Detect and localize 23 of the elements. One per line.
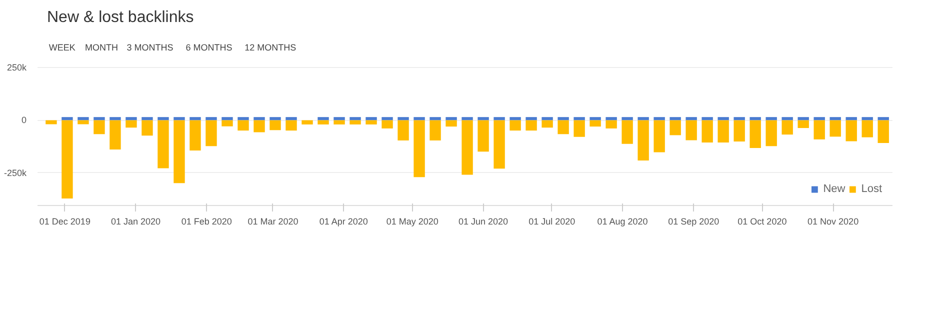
legend-label: New: [823, 183, 846, 195]
y-tick-label: -250k: [4, 168, 27, 178]
x-tick-label: 01 Nov 2020: [808, 216, 859, 226]
x-tick-label: 01 Mar 2020: [248, 216, 298, 226]
x-tick-label: 01 Aug 2020: [597, 216, 648, 226]
legend-label: Lost: [861, 183, 882, 195]
text: 6 MONTHS: [186, 42, 232, 52]
chart-title: New & lost backlinks: [47, 9, 194, 26]
text: WEEK: [48, 42, 76, 52]
text: MONTH: [85, 42, 118, 52]
x-tick-label: 01 Jun 2020: [458, 216, 508, 226]
y-tick-label: 250k: [6, 62, 27, 73]
x-tick-label: 01 Jan 2020: [111, 216, 161, 226]
x-tick-label: 01 Apr 2020: [319, 216, 368, 226]
x-tick-label: 01 Feb 2020: [181, 216, 232, 226]
x-tick-label: 01 Dec 2019: [39, 216, 90, 226]
x-tick-label: 01 Oct 2020: [738, 216, 787, 226]
x-tick-label: 01 May 2020: [386, 216, 438, 226]
text: 3 MONTHS: [126, 42, 174, 52]
x-tick-label: 01 Jul 2020: [528, 216, 576, 226]
text: 12 MONTHS: [244, 42, 296, 52]
y-tick-label: 0: [21, 115, 27, 126]
x-tick-label: 01 Sep 2020: [668, 216, 720, 226]
